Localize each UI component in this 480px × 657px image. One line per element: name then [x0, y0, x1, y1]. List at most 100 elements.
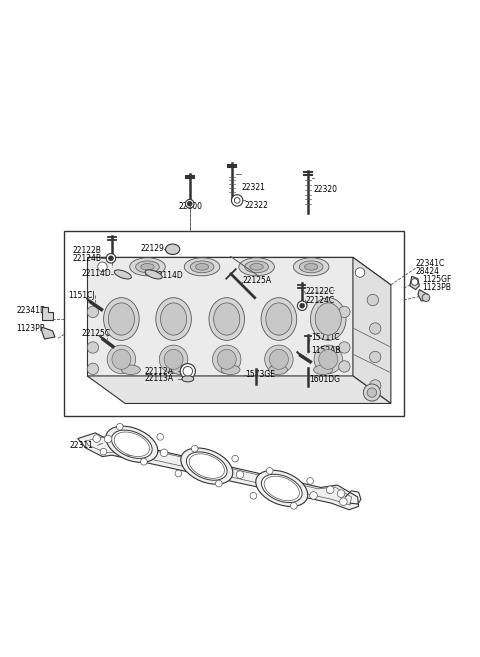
- Polygon shape: [418, 290, 429, 301]
- Polygon shape: [353, 258, 391, 403]
- Circle shape: [370, 380, 381, 391]
- Ellipse shape: [266, 303, 292, 335]
- Ellipse shape: [104, 298, 139, 340]
- Circle shape: [93, 435, 100, 442]
- Circle shape: [339, 342, 350, 353]
- Circle shape: [175, 470, 182, 477]
- Ellipse shape: [160, 303, 187, 335]
- Text: 22113A: 22113A: [144, 374, 173, 383]
- Ellipse shape: [186, 452, 227, 480]
- Circle shape: [367, 294, 379, 306]
- Ellipse shape: [264, 345, 293, 374]
- Circle shape: [355, 268, 365, 277]
- Polygon shape: [410, 277, 420, 290]
- Ellipse shape: [130, 258, 165, 276]
- Circle shape: [97, 262, 107, 271]
- Ellipse shape: [264, 476, 300, 501]
- Circle shape: [367, 388, 377, 397]
- Ellipse shape: [184, 258, 220, 276]
- Circle shape: [370, 351, 381, 363]
- Bar: [64, 231, 404, 417]
- Ellipse shape: [209, 298, 244, 340]
- Ellipse shape: [111, 430, 152, 459]
- Ellipse shape: [221, 365, 240, 374]
- Text: 22122C: 22122C: [305, 287, 335, 296]
- Circle shape: [117, 424, 123, 430]
- Circle shape: [87, 342, 98, 353]
- Circle shape: [87, 306, 98, 317]
- Ellipse shape: [106, 426, 158, 463]
- Circle shape: [307, 478, 313, 484]
- Ellipse shape: [268, 365, 288, 374]
- Ellipse shape: [107, 345, 136, 374]
- Ellipse shape: [300, 261, 323, 273]
- Circle shape: [157, 434, 164, 440]
- Circle shape: [422, 294, 430, 302]
- Circle shape: [100, 448, 107, 455]
- Circle shape: [363, 384, 381, 401]
- Text: 22122B: 22122B: [73, 246, 102, 255]
- Polygon shape: [87, 376, 391, 403]
- Circle shape: [183, 367, 192, 376]
- Circle shape: [203, 470, 211, 478]
- Ellipse shape: [190, 261, 214, 273]
- Circle shape: [300, 304, 304, 308]
- Ellipse shape: [108, 303, 134, 335]
- Text: 22341D: 22341D: [16, 306, 46, 315]
- Text: 1123PB: 1123PB: [16, 324, 45, 333]
- Circle shape: [236, 471, 244, 478]
- Ellipse shape: [181, 448, 233, 484]
- Circle shape: [108, 256, 113, 261]
- Text: 1573GE: 1573GE: [245, 371, 275, 380]
- Polygon shape: [42, 327, 55, 339]
- Circle shape: [298, 301, 307, 311]
- Text: 22124B: 22124B: [73, 254, 102, 263]
- Ellipse shape: [145, 270, 162, 279]
- Text: 28424: 28424: [416, 267, 440, 276]
- Ellipse shape: [141, 263, 154, 270]
- Ellipse shape: [182, 376, 194, 382]
- Text: 22125C: 22125C: [81, 328, 110, 338]
- Text: 1151CJ: 1151CJ: [68, 291, 95, 300]
- Ellipse shape: [256, 470, 308, 507]
- Circle shape: [104, 435, 112, 443]
- Circle shape: [106, 254, 116, 263]
- Circle shape: [187, 201, 192, 206]
- Ellipse shape: [166, 244, 180, 254]
- Circle shape: [231, 194, 243, 206]
- Ellipse shape: [189, 454, 225, 478]
- Circle shape: [185, 200, 194, 208]
- Circle shape: [160, 449, 168, 457]
- Polygon shape: [42, 307, 53, 320]
- Ellipse shape: [171, 365, 190, 374]
- Circle shape: [326, 486, 334, 493]
- Circle shape: [180, 363, 195, 379]
- Circle shape: [234, 198, 240, 203]
- Ellipse shape: [136, 261, 159, 273]
- Ellipse shape: [164, 350, 183, 369]
- Circle shape: [339, 361, 350, 372]
- Ellipse shape: [315, 303, 341, 335]
- Ellipse shape: [313, 365, 333, 374]
- Circle shape: [126, 448, 134, 456]
- Text: 22129: 22129: [140, 244, 164, 254]
- Ellipse shape: [156, 298, 192, 340]
- Circle shape: [192, 445, 198, 452]
- Text: 22322: 22322: [245, 201, 269, 210]
- Ellipse shape: [213, 345, 241, 374]
- Text: 1123PB: 1123PB: [423, 283, 452, 292]
- Circle shape: [310, 491, 317, 499]
- Circle shape: [340, 498, 347, 505]
- Text: 22321: 22321: [241, 183, 265, 192]
- Polygon shape: [87, 258, 391, 285]
- Ellipse shape: [159, 345, 188, 374]
- Ellipse shape: [239, 258, 275, 276]
- Ellipse shape: [250, 263, 263, 270]
- Text: 1601DG: 1601DG: [309, 375, 340, 384]
- Circle shape: [337, 490, 345, 497]
- Circle shape: [232, 455, 239, 462]
- Polygon shape: [87, 258, 353, 376]
- Text: 22341C: 22341C: [416, 259, 445, 268]
- Circle shape: [411, 279, 418, 285]
- Ellipse shape: [195, 263, 209, 270]
